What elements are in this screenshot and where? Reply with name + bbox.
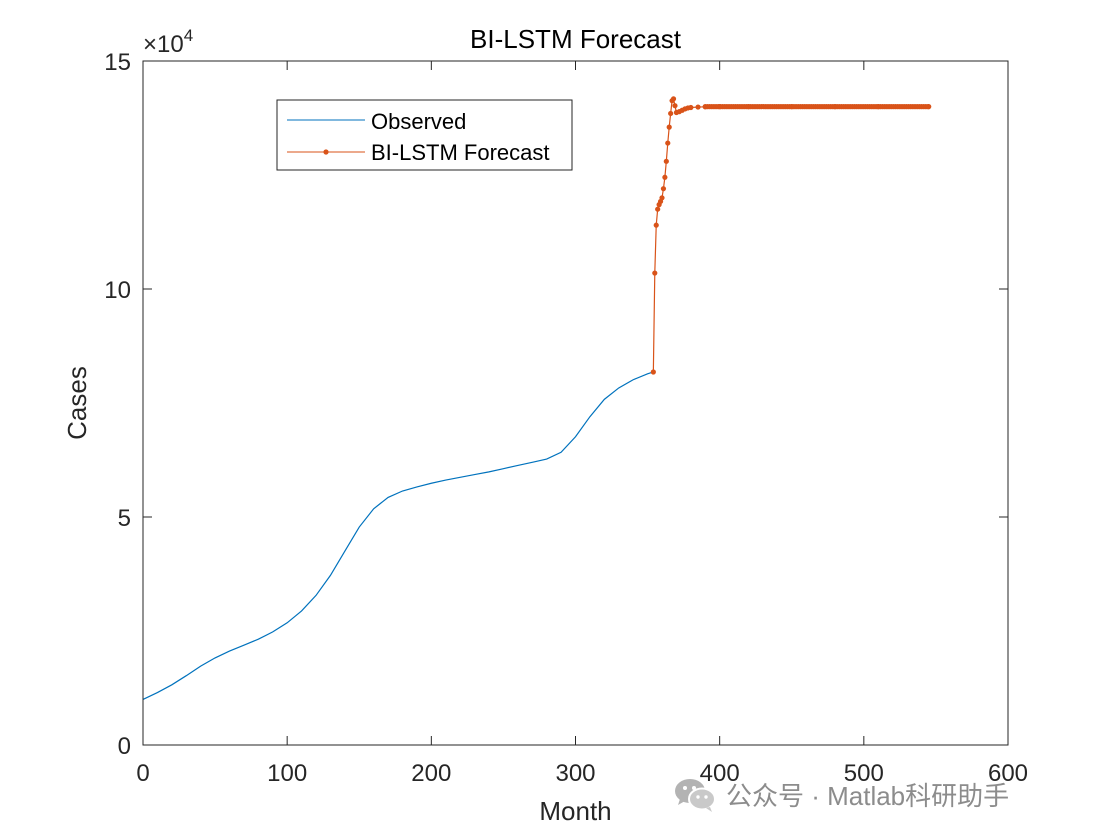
forecast-point [653,222,659,228]
series-line-0 [142,371,654,700]
y-tick-label: 10 [104,277,131,304]
watermark-text: 公众号 · Matlab科研助手 [726,780,1010,811]
watermark: 公众号 · Matlab科研助手 [672,774,1009,814]
forecast-point [688,104,694,111]
forecast-point [660,186,667,192]
series-layer [142,96,932,700]
x-tick-label: 600 [988,760,1028,787]
forecast-point [670,96,677,102]
forecast-point [655,206,661,212]
x-tick-label: 500 [844,760,884,787]
forecast-point [695,104,701,110]
chart-title: BI-LSTM Forecast [470,24,682,54]
forecast-point [672,103,678,109]
x-axis-title: Month [539,796,611,826]
forecast-point [652,270,658,276]
wechat-icon [675,779,716,812]
forecast-point [666,124,672,130]
legend-observed-label: Observed [371,109,466,134]
forecast-point [663,158,669,164]
forecast-point [668,110,674,117]
y-tick-label: 5 [118,505,131,532]
plot-background [143,61,1008,745]
legend-forecast-marker [323,149,329,155]
forecast-point [925,104,931,110]
legend-forecast-label: BI-LSTM Forecast [371,140,549,165]
x-tick-label: 100 [267,760,307,787]
y-tick-label: 15 [104,49,131,76]
x-tick-label: 200 [411,760,451,787]
forecast-point [650,369,656,375]
tick-layer: 0 100 200 300 400 500 600 0 5 10 15 [104,49,1028,787]
legend-box [276,99,573,171]
y-axis-title: Cases [62,366,92,440]
y-exponent-label: ×104 [143,26,193,58]
legend: Observed BI-LSTM Forecast [276,99,573,171]
forecast-point [665,140,671,146]
forecast-point [659,195,665,201]
x-tick-label: 300 [555,760,595,787]
x-tick-label: 0 [136,760,149,787]
y-tick-label: 0 [118,733,131,760]
forecast-point [662,174,668,180]
x-tick-label: 400 [700,760,740,787]
